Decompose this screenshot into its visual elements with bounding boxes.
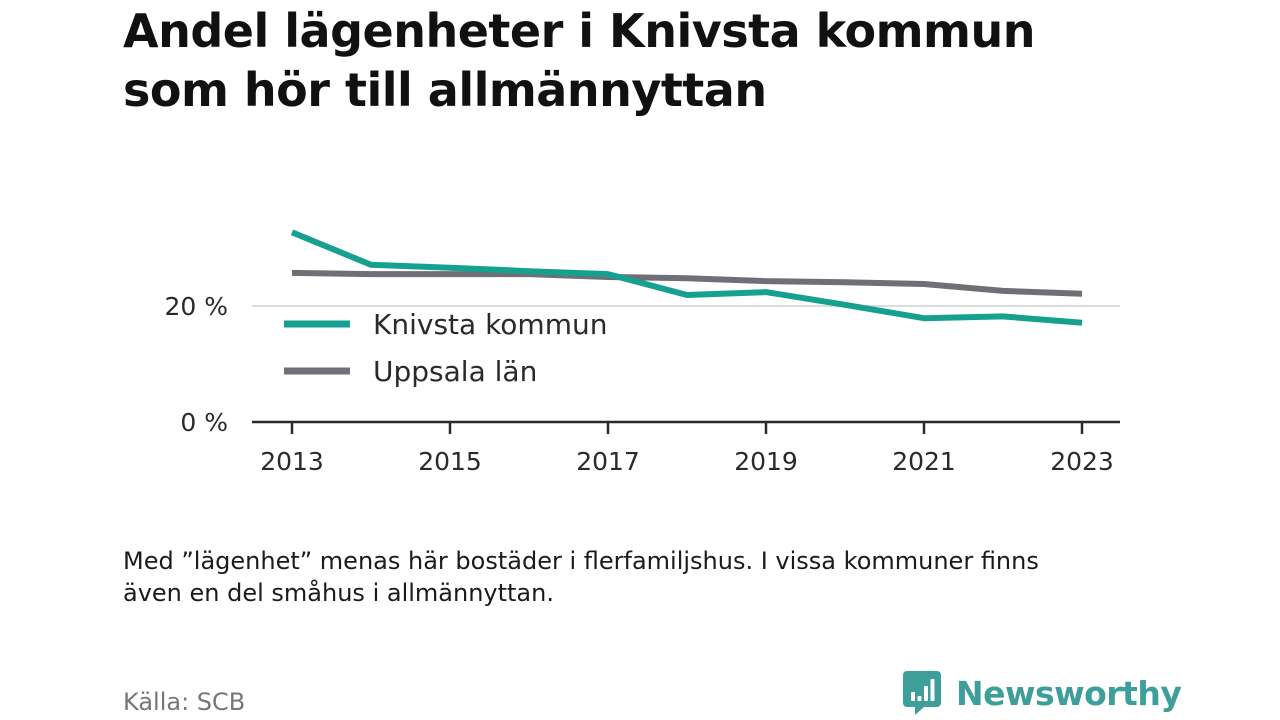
series-lines	[290, 229, 1083, 326]
chart-note-line-2: även en del småhus i allmännyttan.	[123, 579, 554, 607]
x-tick-label: 2019	[734, 447, 798, 476]
x-tick-label: 2017	[576, 447, 640, 476]
chart-title-line-2: som hör till allmännyttan	[123, 63, 767, 117]
y-tick-label: 0 %	[180, 408, 228, 437]
brand-logo: Newsworthy	[902, 670, 1182, 716]
source-label: Källa: SCB	[123, 688, 246, 716]
y-tick-label: 20 %	[164, 292, 228, 321]
brand-name: Newsworthy	[956, 673, 1182, 713]
newsworthy-logo-icon	[903, 671, 941, 715]
chart-title-line-1: Andel lägenheter i Knivsta kommun	[123, 4, 1035, 58]
legend: Knivsta kommun Uppsala län	[284, 308, 607, 388]
x-tick-label: 2013	[260, 447, 324, 476]
chart-title: Andel lägenheter i Knivsta kommun som hö…	[123, 2, 1163, 120]
x-tick-label: 2015	[418, 447, 482, 476]
chart-note: Med ”lägenhet” menas här bostäder i fler…	[123, 545, 1123, 609]
legend-label-2: Uppsala län	[373, 355, 537, 388]
x-tick-label: 2021	[892, 447, 956, 476]
x-tick-label: 2023	[1050, 447, 1114, 476]
series-line-1	[290, 229, 1083, 326]
series-line-2	[291, 269, 1083, 297]
axes: 0 % 20 % 2013 2015 2017 2019 2021 2023	[164, 292, 1120, 476]
legend-label-1: Knivsta kommun	[373, 308, 607, 341]
chart-note-line-1: Med ”lägenhet” menas här bostäder i fler…	[123, 547, 1039, 575]
